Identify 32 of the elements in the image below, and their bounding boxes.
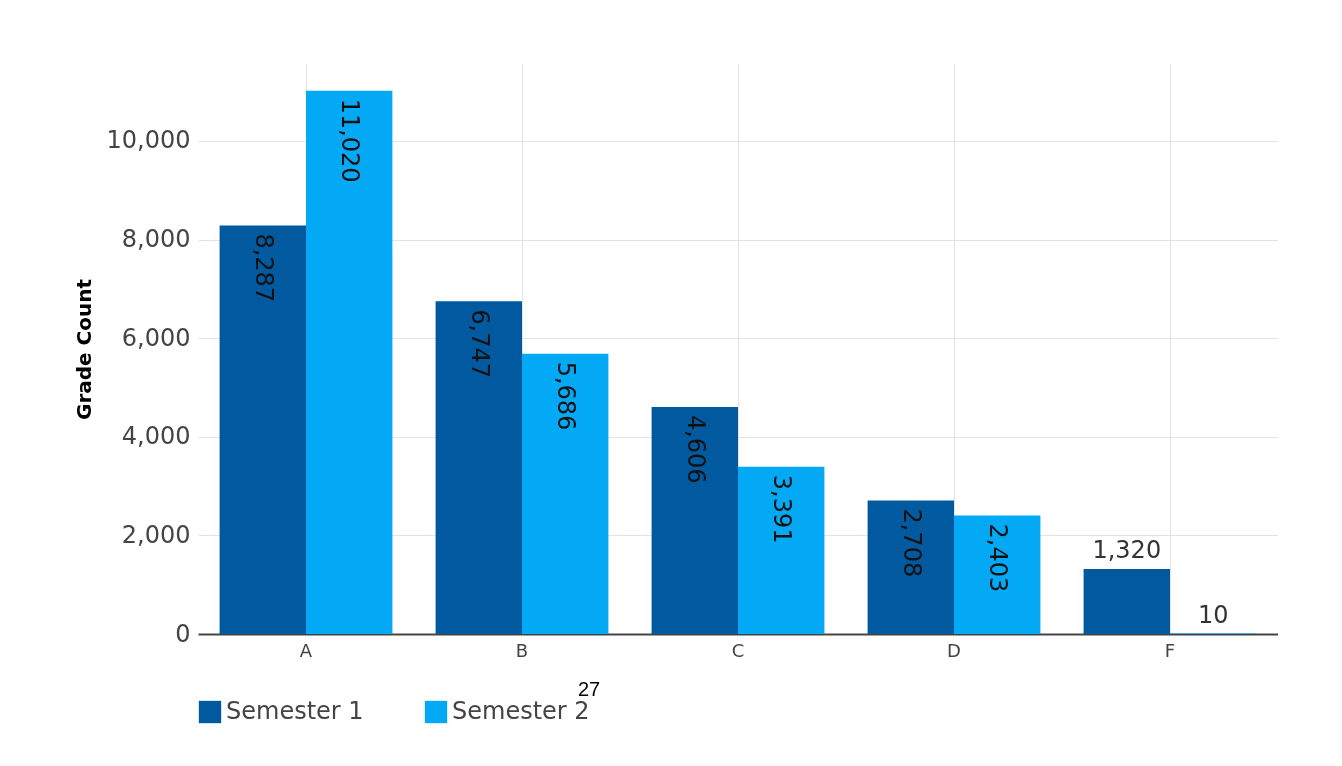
data-label: 1,320 — [1092, 535, 1162, 564]
bar — [1083, 568, 1170, 634]
y-tick-label: 6,000 — [121, 323, 191, 352]
x-tick-label: C — [731, 639, 745, 661]
bar — [867, 500, 954, 634]
data-label: 8,287 — [249, 233, 278, 303]
data-label: 2,403 — [984, 523, 1013, 593]
x-tick-label: A — [299, 639, 313, 661]
bar — [954, 515, 1041, 634]
bar — [219, 225, 306, 634]
bar — [435, 301, 522, 634]
data-label: 3,391 — [768, 474, 797, 544]
bar — [306, 90, 393, 634]
y-tick-label: 2,000 — [121, 520, 191, 549]
y-tick-label: 10,000 — [106, 126, 191, 155]
data-label: 2,708 — [897, 508, 926, 578]
data-label: 5,686 — [552, 361, 581, 431]
data-label: 10 — [1197, 600, 1229, 629]
data-label: 6,747 — [465, 309, 494, 379]
y-tick-label: 4,000 — [121, 422, 191, 451]
x-tick-label: F — [1164, 639, 1176, 661]
bar — [651, 406, 738, 634]
y-tick-label: 0 — [175, 619, 191, 648]
y-tick-label: 8,000 — [121, 225, 191, 254]
x-tick-label: B — [515, 639, 529, 661]
data-label: 11,020 — [336, 98, 365, 183]
legend-label: Semester 1 — [226, 697, 364, 725]
y-axis-title: Grade Count — [71, 278, 96, 421]
x-tick-label: D — [947, 639, 961, 661]
data-label: 4,606 — [681, 414, 710, 484]
bar — [522, 353, 609, 634]
bar — [738, 466, 825, 634]
